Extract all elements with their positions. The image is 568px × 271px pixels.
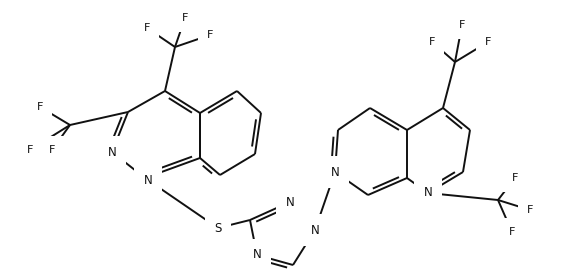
Text: F: F <box>459 20 465 30</box>
Text: F: F <box>144 23 150 33</box>
Text: N: N <box>311 224 319 237</box>
Text: F: F <box>37 102 43 112</box>
Text: N: N <box>331 166 339 179</box>
Text: F: F <box>527 205 533 215</box>
Text: F: F <box>27 145 33 155</box>
Text: F: F <box>182 13 188 23</box>
Text: F: F <box>429 37 435 47</box>
Text: N: N <box>253 249 261 262</box>
Text: N: N <box>107 146 116 159</box>
Text: F: F <box>509 227 515 237</box>
Text: N: N <box>286 195 294 208</box>
Text: F: F <box>207 30 213 40</box>
Text: F: F <box>49 145 55 155</box>
Text: F: F <box>485 37 491 47</box>
Text: N: N <box>144 173 152 186</box>
Text: F: F <box>512 173 518 183</box>
Text: N: N <box>424 186 432 199</box>
Text: S: S <box>214 221 222 234</box>
